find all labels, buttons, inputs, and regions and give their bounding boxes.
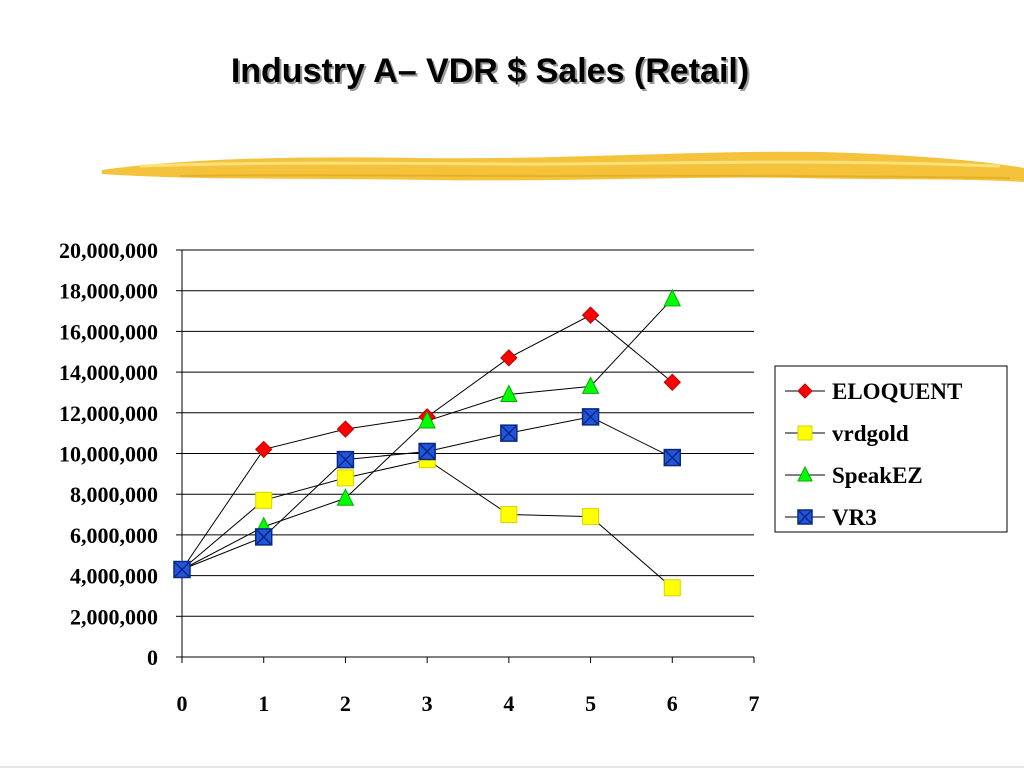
- point-vr3: [501, 425, 517, 441]
- y-tick-label: 6,000,000: [70, 523, 158, 548]
- y-tick-label: 18,000,000: [59, 279, 158, 304]
- x-tick-label: 3: [422, 691, 433, 716]
- x-tick-label: 5: [585, 691, 596, 716]
- legend-label-speakez: SpeakEZ: [832, 463, 923, 488]
- point-vr3: [256, 529, 272, 545]
- point-vr3: [174, 561, 190, 577]
- y-tick-label: 14,000,000: [59, 360, 158, 385]
- legend-label-eloquent: ELOQUENT: [832, 379, 962, 404]
- y-tick-label: 0: [147, 645, 158, 670]
- sales-chart: 0 2,000,000 4,000,000 6,000,000 8,000,000 10,…: [0, 0, 1024, 768]
- point-speakez: [664, 290, 680, 306]
- x-tick-label: 7: [749, 691, 760, 716]
- point-vrdgold: [337, 470, 353, 486]
- point-vr3: [664, 450, 680, 466]
- legend-label-vrdgold: vrdgold: [832, 421, 909, 446]
- point-vrdgold: [583, 509, 599, 525]
- point-vr3: [337, 452, 353, 468]
- y-tick-label: 20,000,000: [59, 238, 158, 263]
- x-tick-label: 4: [503, 691, 514, 716]
- point-speakez: [337, 489, 353, 505]
- point-vr3: [419, 443, 435, 459]
- y-tick-label: 8,000,000: [70, 482, 158, 507]
- x-tick-label: 2: [340, 691, 351, 716]
- point-eloquent: [501, 350, 517, 366]
- point-vrdgold: [501, 507, 517, 523]
- x-tick-label: 0: [177, 691, 188, 716]
- legend-marker-vr3: [798, 510, 812, 524]
- x-tick-label: 1: [258, 691, 269, 716]
- y-tick-label: 10,000,000: [59, 442, 158, 467]
- point-eloquent: [664, 374, 680, 390]
- point-vr3: [583, 409, 599, 425]
- y-tick-label: 12,000,000: [59, 401, 158, 426]
- y-tick-label: 16,000,000: [59, 319, 158, 344]
- point-eloquent: [337, 421, 353, 437]
- point-eloquent: [583, 307, 599, 323]
- x-tick-label: 6: [667, 691, 678, 716]
- y-tick-label: 2,000,000: [70, 604, 158, 629]
- legend-label-vr3: VR3: [832, 505, 877, 530]
- y-tick-label: 4,000,000: [70, 564, 158, 589]
- point-vrdgold: [256, 492, 272, 508]
- point-vrdgold: [664, 580, 680, 596]
- point-eloquent: [256, 441, 272, 457]
- legend-marker-vrdgold: [798, 426, 812, 440]
